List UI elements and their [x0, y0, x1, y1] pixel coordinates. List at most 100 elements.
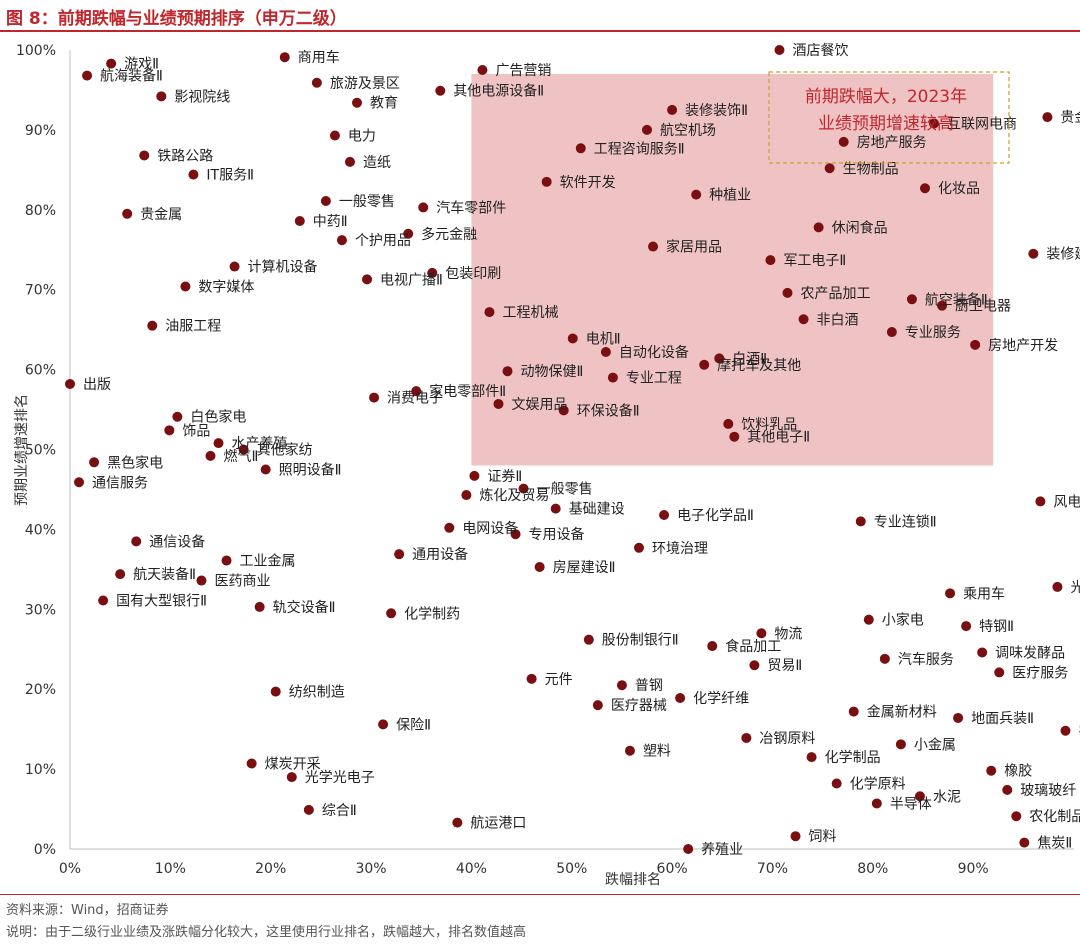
data-point — [286, 772, 297, 783]
data-point — [790, 831, 801, 842]
data-point — [394, 549, 405, 560]
x-tick-label: 60% — [657, 861, 688, 877]
data-point-label: 医药商业 — [214, 574, 270, 590]
data-point — [953, 712, 964, 723]
data-point-label: 环境治理 — [652, 541, 708, 557]
data-point-label: 光伏设备 — [1070, 579, 1080, 596]
data-point-label: 通信设备 — [149, 533, 205, 550]
data-point-label: 黑色家电 — [107, 454, 163, 471]
data-point-label: 水产养殖 — [232, 435, 288, 452]
data-point — [906, 294, 917, 305]
figure-title-bar: 图 8：前期跌幅与业绩预期排序（申万二级） — [0, 0, 1080, 30]
data-point-label: 小家电 — [882, 612, 924, 629]
data-point — [741, 732, 752, 743]
figure-title: 图 8：前期跌幅与业绩预期排序（申万二级） — [6, 9, 347, 29]
data-point — [493, 398, 504, 409]
data-point-label: IT服务Ⅱ — [206, 168, 254, 184]
data-point — [320, 196, 331, 207]
data-point — [294, 215, 305, 226]
x-tick-label: 0% — [59, 861, 81, 877]
data-point-label: 化妆品 — [938, 181, 980, 197]
data-point — [1052, 581, 1063, 592]
data-point — [659, 510, 670, 521]
data-point-label: 房地产开发 — [988, 338, 1058, 354]
data-point — [180, 281, 191, 292]
data-point — [89, 457, 100, 468]
data-point-label: 动物保健Ⅱ — [521, 364, 584, 380]
data-point-label: 轨交设备Ⅱ — [273, 599, 336, 616]
data-point — [461, 490, 472, 501]
data-point-label: 普钢 — [635, 678, 663, 694]
data-point-label: 多元金融 — [421, 226, 477, 243]
data-point — [411, 386, 422, 397]
data-point — [260, 464, 271, 475]
data-point-label: 塑料 — [643, 744, 671, 760]
data-point-label: 小金属 — [914, 737, 956, 753]
data-point-label: 化学纤维 — [693, 691, 749, 707]
data-point — [435, 85, 446, 96]
data-point-label: 化学制药 — [404, 606, 460, 622]
x-tick-label: 30% — [355, 861, 386, 877]
data-point-label: 燃气Ⅱ — [223, 448, 258, 465]
y-tick-label: 100% — [16, 43, 56, 59]
data-point-label: 玻璃玻纤 — [1020, 782, 1076, 799]
data-point — [246, 758, 257, 769]
data-point — [824, 163, 835, 174]
data-point-label: 航空装备Ⅱ — [925, 291, 988, 308]
data-point — [378, 719, 389, 730]
title-rule — [0, 30, 1080, 32]
y-tick-label: 20% — [25, 682, 56, 698]
data-point — [386, 608, 397, 619]
data-point — [311, 77, 322, 88]
data-point — [279, 52, 290, 63]
data-point-label: 地面兵装Ⅱ — [971, 711, 1034, 727]
data-point — [205, 450, 216, 461]
data-point-label: 互联网电商 — [947, 117, 1017, 133]
data-point — [831, 778, 842, 789]
x-tick-label: 50% — [556, 861, 587, 877]
data-point — [518, 483, 529, 494]
data-point-label: 其他家纺 — [257, 442, 313, 459]
data-point-label: 造纸 — [363, 155, 391, 171]
data-point-label: 航海装备Ⅱ — [100, 68, 163, 85]
y-axis-title: 预期业绩增速排名 — [14, 394, 30, 506]
data-point-label: 种植业 — [709, 188, 751, 204]
data-point-label: 环保设备Ⅱ — [577, 402, 640, 419]
data-point-label: 包装印刷 — [445, 266, 501, 282]
data-point-label: 中药Ⅱ — [313, 214, 348, 230]
data-point — [848, 706, 859, 717]
data-point-label: 影视院线 — [174, 89, 230, 105]
data-point — [403, 228, 414, 239]
data-point — [1042, 112, 1053, 123]
note-text: 说明：由于二级行业业绩及涨跌幅分化较大，这里使用行业排名，跌幅越大，排名数值越高 — [6, 925, 527, 940]
data-point — [534, 561, 545, 572]
data-point-label: 冶钢原料 — [759, 731, 815, 747]
data-point — [838, 136, 849, 147]
data-point — [855, 516, 866, 527]
data-point-label: 贵金属 — [140, 207, 182, 223]
data-point — [484, 307, 495, 318]
data-point — [977, 647, 988, 658]
data-point — [895, 739, 906, 750]
data-point-label: 军工电子Ⅱ — [783, 253, 846, 269]
data-point-label: 专业服务 — [905, 325, 961, 341]
data-point-label: 化学制品 — [825, 750, 881, 766]
data-point-label: 汽车零部件 — [436, 199, 506, 216]
data-point-label: 通信服务 — [92, 475, 148, 491]
data-point — [648, 241, 659, 252]
data-point — [914, 791, 925, 802]
data-point — [707, 641, 718, 652]
data-point — [452, 817, 463, 828]
data-point — [444, 522, 455, 533]
data-point — [723, 418, 734, 429]
data-point-label: 软件开发 — [560, 175, 616, 191]
data-point-label: 一般零售 — [537, 482, 593, 498]
data-point — [863, 614, 874, 625]
data-point — [871, 798, 882, 809]
data-point-label: 文娱用品 — [511, 397, 567, 413]
data-point — [1019, 837, 1030, 848]
data-point — [427, 267, 438, 278]
y-tick-label: 50% — [25, 443, 56, 459]
data-point-label: 装修装饰Ⅱ — [685, 103, 748, 119]
data-point — [213, 438, 224, 449]
